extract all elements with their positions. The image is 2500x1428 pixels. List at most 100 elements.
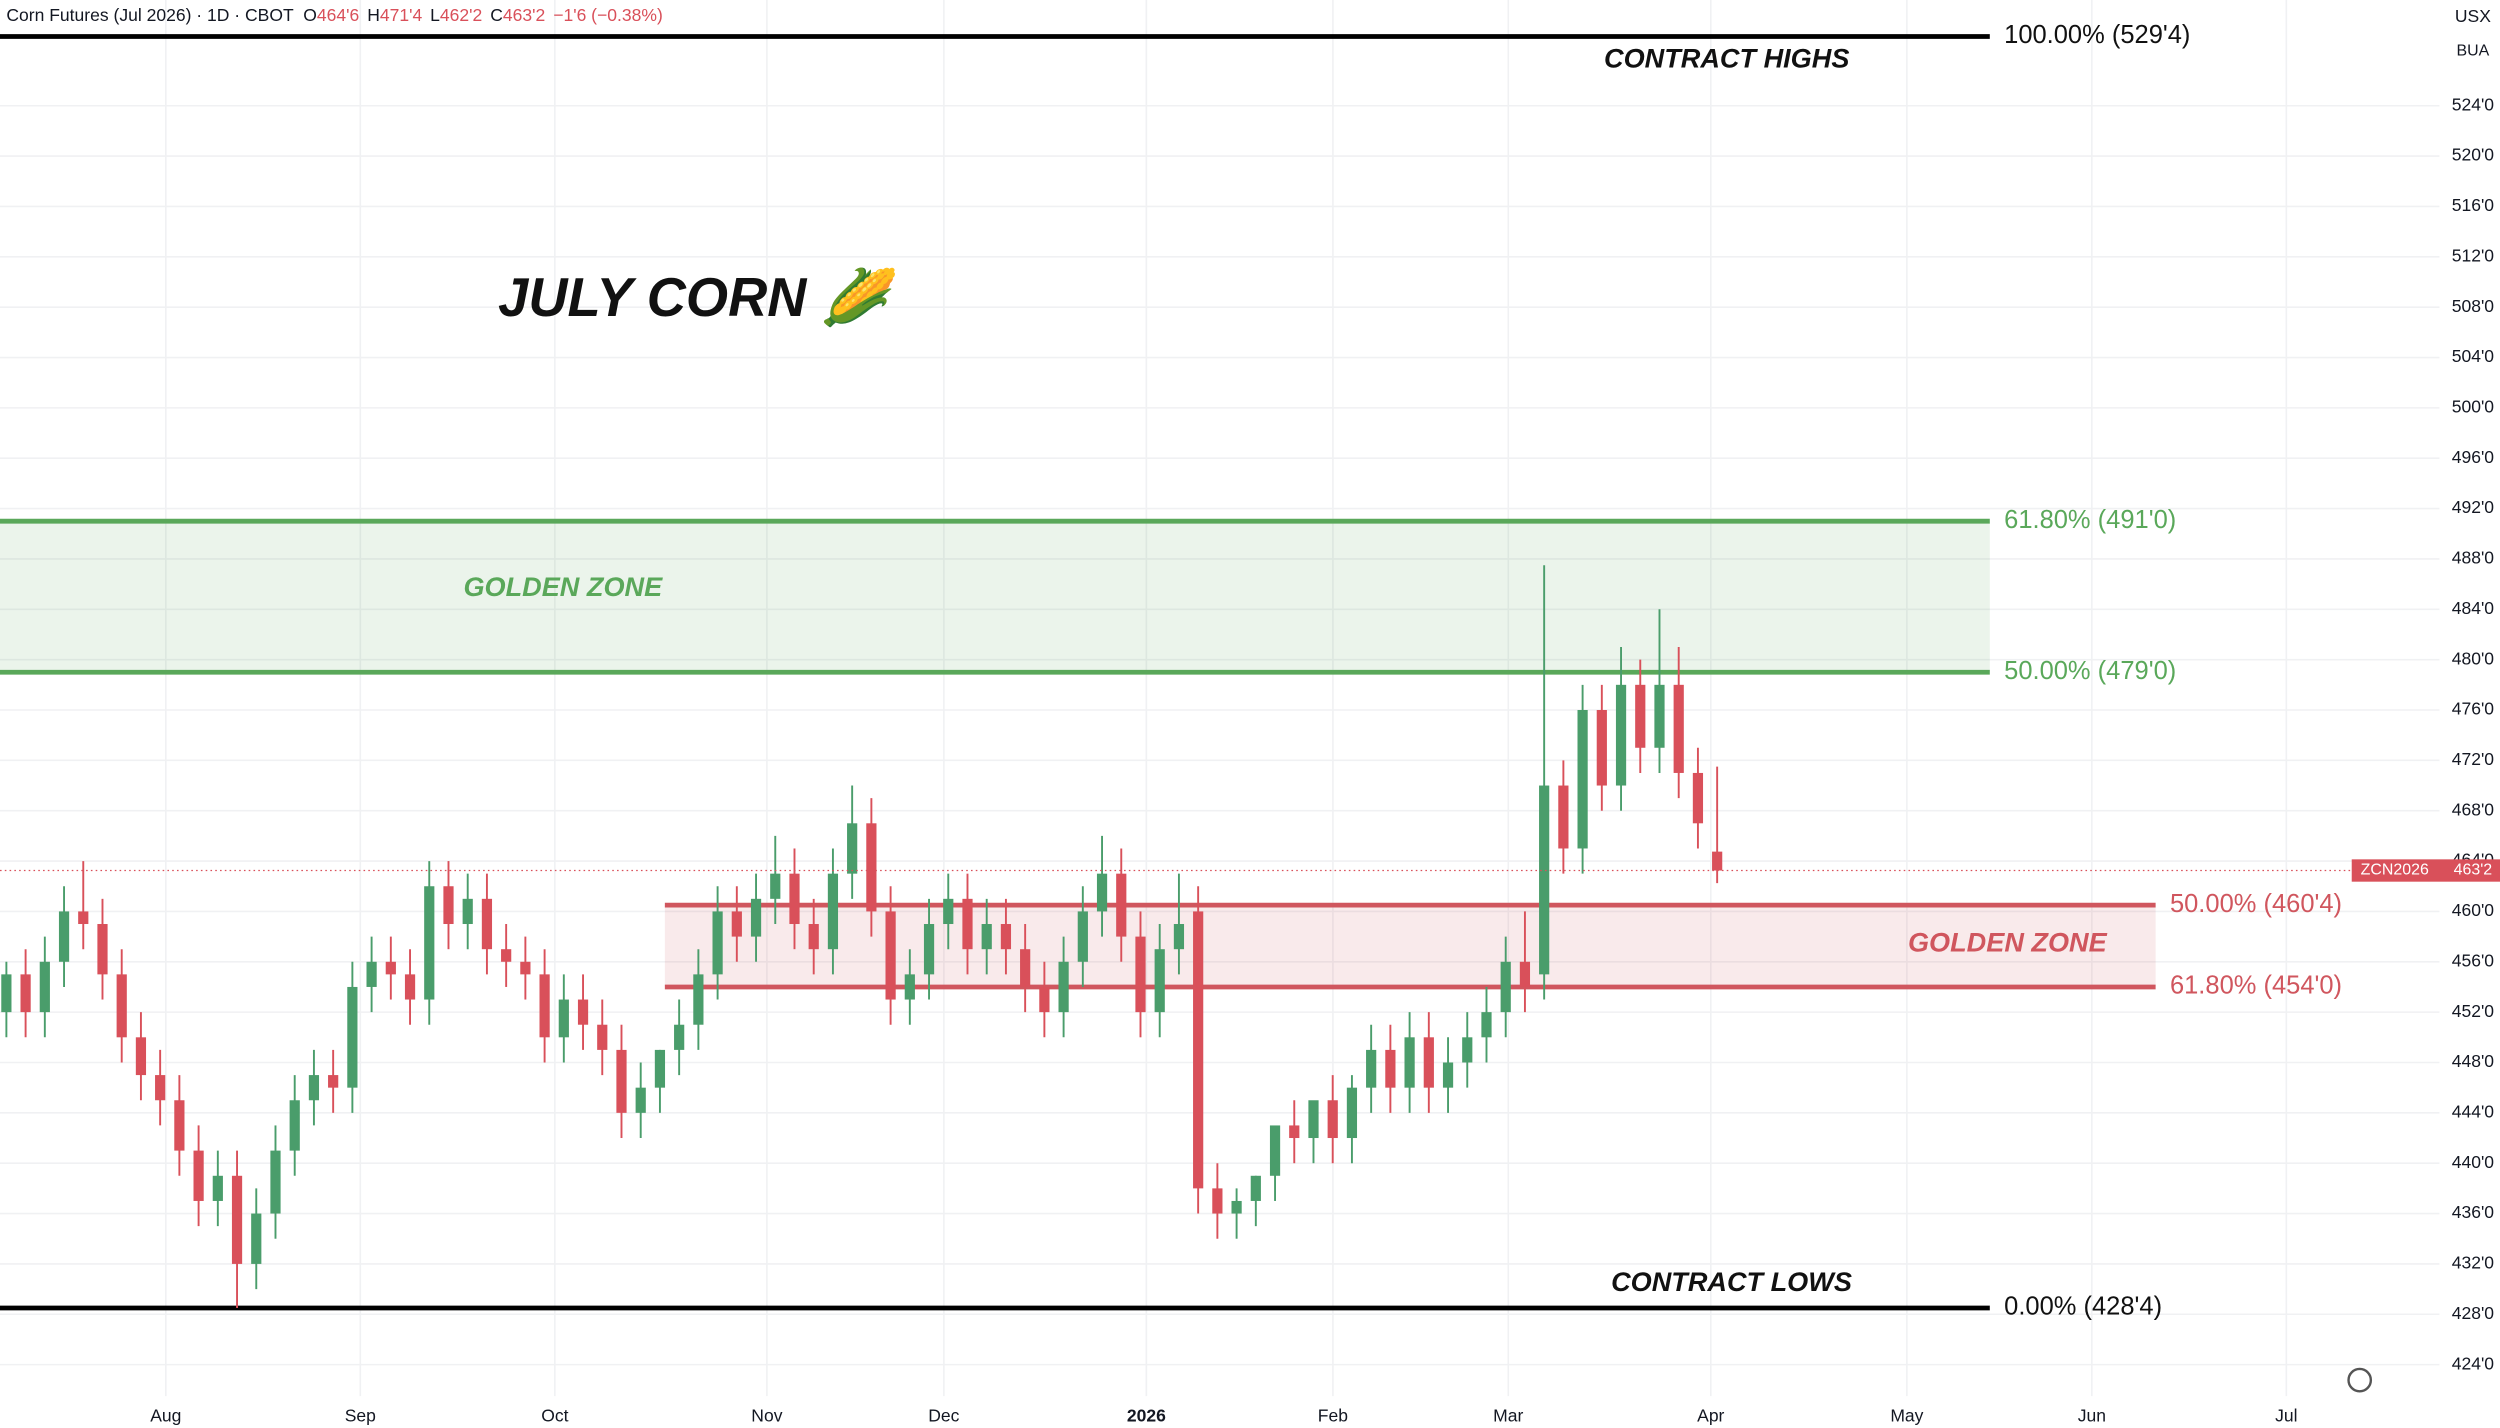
candle-body [1135, 936, 1146, 1013]
candle-body [1212, 1188, 1223, 1214]
y-tick-label: 448'0 [2452, 1051, 2495, 1071]
candle-body [904, 974, 915, 1000]
candle-body [1058, 961, 1069, 1013]
candle-body [97, 924, 108, 975]
symbol-title: Corn Futures (Jul 2026) · 1D · CBOT [6, 5, 294, 25]
fib-label: 61.80% (454'0) [2170, 972, 2342, 1000]
candle-body [654, 1049, 666, 1088]
x-tick-label: Oct [541, 1405, 568, 1425]
candle-body [558, 999, 569, 1038]
candle-body [1385, 1049, 1396, 1088]
ohlc-key: C [490, 5, 503, 25]
header: Corn Futures (Jul 2026) · 1D · CBOT O464'… [6, 5, 662, 25]
x-tick-label: Dec [928, 1405, 959, 1425]
candle-body [847, 823, 858, 874]
zone-label: GOLDEN ZONE [463, 571, 663, 602]
price-tag-value: 463'2 [2454, 862, 2493, 879]
fib-label: 50.00% (479'0) [2004, 657, 2176, 685]
candle-body [616, 1049, 627, 1113]
y-tick-label: 504'0 [2452, 346, 2495, 366]
candle-body [501, 949, 512, 962]
candle-body [1327, 1100, 1338, 1139]
candle-body [1231, 1200, 1242, 1214]
candle-body [789, 873, 800, 925]
y-tick-label: 512'0 [2452, 245, 2495, 265]
extreme-note: CONTRACT LOWS [1611, 1266, 1852, 1297]
candle-body [597, 1024, 608, 1050]
candle-body [1442, 1062, 1454, 1088]
candle-body [347, 986, 358, 1088]
candle-body [577, 999, 589, 1025]
y-tick-label: 452'0 [2452, 1001, 2495, 1021]
y-tick-label: 444'0 [2452, 1101, 2495, 1121]
candle-body [1692, 772, 1704, 824]
candle-body [270, 1150, 281, 1214]
candle-body [981, 924, 992, 950]
candle-body [1558, 785, 1569, 849]
x-tick-label: Aug [150, 1405, 181, 1425]
y-tick-label: 500'0 [2452, 397, 2495, 417]
y-tick-label: 520'0 [2452, 145, 2495, 165]
candle-body [1039, 986, 1050, 1013]
y-tick-label: 480'0 [2452, 648, 2495, 668]
ohlc-value: 464'6 [317, 5, 359, 25]
candle-body [1, 974, 12, 1013]
x-tick-label: Mar [1493, 1405, 1523, 1425]
candle-body [251, 1213, 262, 1264]
candle-body [1654, 684, 1665, 748]
x-tick-label: Nov [751, 1405, 782, 1425]
candle-body [1116, 873, 1127, 937]
candle-body [1193, 911, 1204, 1189]
zone-area [664, 905, 2156, 987]
zone-area [0, 521, 1990, 673]
candle-body [1615, 684, 1627, 786]
unit: USX [2455, 6, 2491, 26]
candle-body [1289, 1125, 1300, 1139]
x-tick-label: Apr [1697, 1405, 1724, 1425]
y-tick-label: 508'0 [2452, 296, 2495, 316]
grid [0, 0, 2440, 1397]
zone-label: GOLDEN ZONE [1908, 927, 2108, 958]
candle-body [520, 961, 531, 975]
candle-body [366, 961, 377, 987]
ohlc-value: 462'2 [440, 5, 482, 25]
y-tick-label: 428'0 [2452, 1303, 2495, 1323]
candle-body [1423, 1037, 1434, 1088]
fib-label: 61.80% (491'0) [2004, 506, 2176, 534]
candle-body [885, 911, 896, 1000]
candle-body [443, 886, 454, 925]
candle-body [1020, 949, 1031, 987]
candle-body [135, 1037, 147, 1076]
candle-body [212, 1175, 223, 1201]
icon[interactable] [2347, 1367, 2373, 1393]
candle-body [289, 1100, 300, 1151]
candle-body [693, 974, 704, 1025]
candle-body [1077, 911, 1088, 962]
candle-body [1635, 684, 1646, 748]
ohlc-key: O [303, 5, 317, 25]
candle-body [1673, 684, 1684, 773]
candle-body [1500, 961, 1511, 1013]
candle-body [1366, 1049, 1377, 1088]
candle-body [1577, 710, 1588, 849]
candle-body [635, 1087, 646, 1113]
candle-body [674, 1024, 685, 1050]
candle-body [58, 911, 70, 962]
price-tag-symbol: ZCN2026 [2361, 862, 2429, 879]
candle-body [1346, 1087, 1358, 1139]
change: −1'6 (−0.38%) [553, 5, 663, 25]
candle-body [1096, 873, 1108, 912]
x-tick-label: Sep [345, 1405, 376, 1425]
candle-body [424, 886, 435, 1000]
fib-label: 0.00% (428'4) [2004, 1293, 2162, 1321]
y-tick-label: 468'0 [2452, 799, 2495, 819]
candle-body [308, 1075, 320, 1101]
x-tick-label: Jun [2078, 1405, 2106, 1425]
candle-body [20, 974, 31, 1013]
price-tag [2351, 859, 2500, 882]
y-tick-label: 424'0 [2452, 1353, 2495, 1373]
ohlc-key: L [430, 5, 440, 25]
chart-title: JULY CORN 🌽 [498, 265, 899, 328]
